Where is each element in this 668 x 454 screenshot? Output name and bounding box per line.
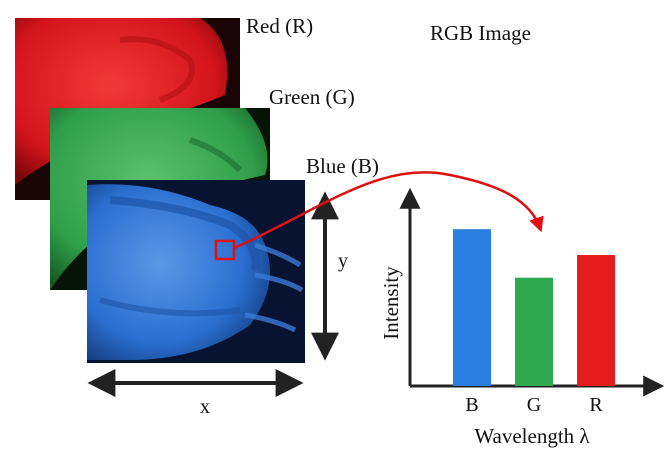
green-layer-label: Green (G) xyxy=(269,85,355,109)
bar-b xyxy=(453,229,491,386)
bar-r xyxy=(577,255,615,386)
tick-label-g: G xyxy=(527,394,541,416)
pixel-to-chart-arrow xyxy=(233,171,544,250)
tick-label-b: B xyxy=(465,394,478,416)
selected-pixel-box xyxy=(214,239,236,261)
y-dimension-label: y xyxy=(338,250,348,272)
chart-y-label: Intensity xyxy=(379,266,403,340)
tick-label-r: R xyxy=(589,394,603,416)
bar-g xyxy=(515,277,553,386)
x-dimension-label: x xyxy=(200,396,210,418)
chart-bars xyxy=(453,229,615,386)
chart-x-label: Wavelength λ xyxy=(474,424,590,448)
blue-layer-label: Blue (B) xyxy=(306,154,379,178)
red-layer-label: Red (R) xyxy=(246,14,313,38)
diagram-title: RGB Image xyxy=(430,21,531,45)
blue-channel-layer xyxy=(87,180,305,363)
